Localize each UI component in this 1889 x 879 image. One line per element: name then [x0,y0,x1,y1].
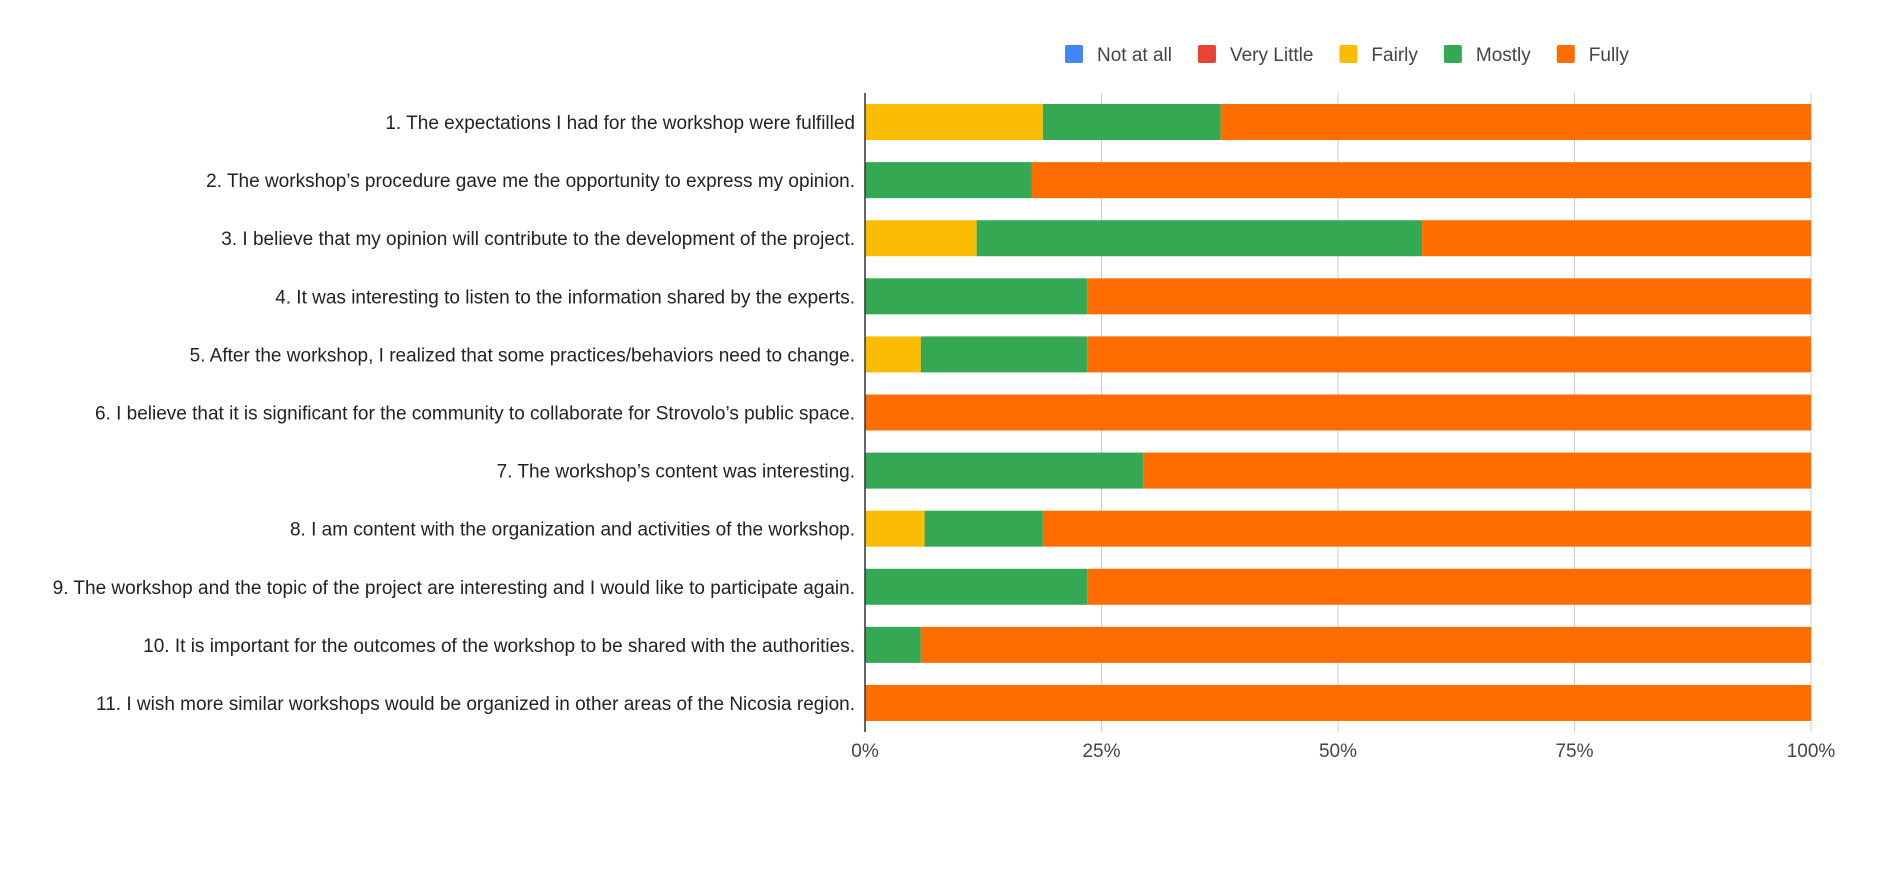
bar-segment-mostly [920,336,1088,373]
category-label: 2. The workshop’s procedure gave me the … [206,171,855,192]
bar-segment-mostly [924,510,1043,547]
bars [865,104,1811,721]
category-label: 5. After the workshop, I realized that s… [190,345,855,366]
bar-segment-fully [1087,278,1811,315]
legend-swatch [1443,45,1462,63]
legend-item-very-little: Very Little [1197,45,1313,66]
legend-item-not-at-all: Not at all [1065,45,1172,66]
bar-segment-fully [1143,452,1811,489]
bar-segment-mostly [865,626,921,663]
category-label: 8. I am content with the organization an… [290,520,855,541]
legend-item-fairly: Fairly [1339,45,1418,66]
bar-segment-mostly [1042,104,1221,141]
legend-label: Mostly [1476,45,1531,66]
bar-segment-mostly [865,162,1032,199]
legend-item-fully: Fully [1556,45,1630,66]
bar-segment-fully [1087,568,1811,605]
bar-segment-fully [1087,336,1811,373]
legend-label: Very Little [1230,45,1313,66]
category-label: 9. The workshop and the topic of the pro… [53,578,855,599]
x-tick-label: 75% [1555,741,1593,762]
category-label: 3. I believe that my opinion will contri… [221,229,855,250]
bar-segment-fully [1422,220,1811,257]
bar-segment-fairly [865,510,925,547]
bar-segment-mostly [865,278,1088,315]
legend-label: Fully [1589,45,1630,66]
bar-segment-mostly [865,452,1144,489]
bar-segment-fully [1220,104,1811,141]
x-axis-ticks: 0% 25% 50% 75% 100% [851,741,1835,762]
legend-label: Not at all [1097,45,1172,66]
legend-swatch [1556,45,1575,63]
bar-segment-fairly [865,104,1043,141]
x-tick-label: 100% [1787,741,1836,762]
category-label: 1. The expectations I had for the worksh… [385,113,855,134]
bar-segment-fairly [865,220,977,257]
legend-swatch [1197,45,1216,63]
bar-segment-fully [920,626,1811,663]
x-tick-label: 0% [851,741,879,762]
bar-segment-fairly [865,336,921,373]
category-labels: 1. The expectations I had for the worksh… [53,113,855,715]
bar-segment-fully [865,394,1811,431]
bar-segment-fully [865,684,1811,721]
bar-segment-mostly [865,568,1088,605]
legend: Not at all Very Little Fairly Mostly Fully [1065,45,1629,66]
legend-item-mostly: Mostly [1443,45,1531,66]
x-tick-label: 50% [1319,741,1357,762]
legend-swatch [1065,45,1083,63]
bar-segment-fully [1031,162,1811,199]
category-label: 6. I believe that it is significant for … [95,404,855,425]
x-tick-label: 25% [1082,741,1120,762]
legend-label: Fairly [1371,45,1418,66]
legend-swatch [1339,45,1358,63]
bar-segment-mostly [976,220,1423,257]
category-label: 10. It is important for the outcomes of … [143,636,855,657]
category-label: 11. I wish more similar workshops would … [96,694,855,715]
bar-segment-fully [1042,510,1811,547]
category-label: 7. The workshop’s content was interestin… [497,462,855,483]
category-label: 4. It was interesting to listen to the i… [275,287,855,308]
